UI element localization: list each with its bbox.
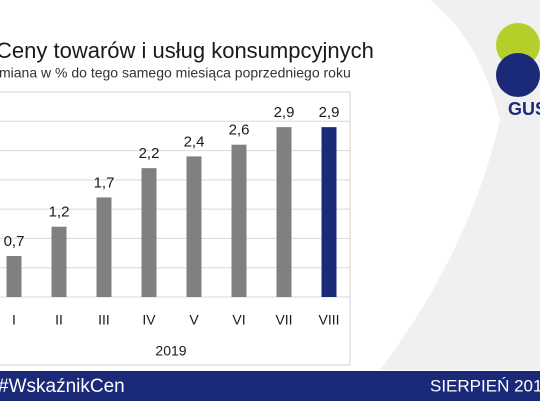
value-label: 2,2 — [139, 145, 160, 162]
bar — [276, 127, 292, 298]
bar — [96, 197, 112, 297]
value-label: 1,2 — [49, 204, 70, 221]
plot-frame — [0, 91, 351, 366]
x-tick-label: IV — [142, 312, 156, 328]
x-tick-label: II — [55, 312, 63, 328]
x-tick-label: I — [12, 312, 16, 328]
bar — [6, 256, 22, 297]
bar — [321, 127, 337, 298]
background-shape — [380, 0, 540, 370]
value-label: 2,9 — [274, 104, 295, 121]
value-label: 0,7 — [4, 233, 25, 250]
x-tick-label: V — [189, 312, 199, 328]
value-label: 2,4 — [184, 133, 205, 150]
footer-hashtag: #WskaźnikCen — [0, 376, 125, 397]
value-label: 2,9 — [319, 104, 340, 121]
footer-bar — [0, 371, 540, 401]
value-label: 2,6 — [229, 122, 250, 139]
x-tick-label: VII — [275, 312, 292, 328]
footer-date: SIERPIEŃ 201 — [430, 376, 540, 395]
chart-title: Ceny towarów i usług konsumpcyjnych — [0, 38, 374, 63]
bar — [141, 168, 157, 297]
bar — [231, 144, 247, 297]
x-tick-label: VIII — [318, 312, 339, 328]
bar — [51, 226, 67, 297]
logo-text: GUS — [508, 99, 540, 119]
value-label: 1,7 — [94, 174, 115, 191]
x-axis-label: 2019 — [155, 343, 186, 359]
chart-subtitle: miana w % do tego samego miesiąca poprze… — [0, 65, 351, 81]
bar — [186, 156, 202, 297]
x-tick-label: III — [98, 312, 110, 328]
x-tick-label: VI — [232, 312, 245, 328]
logo-circle-navy — [496, 53, 540, 97]
